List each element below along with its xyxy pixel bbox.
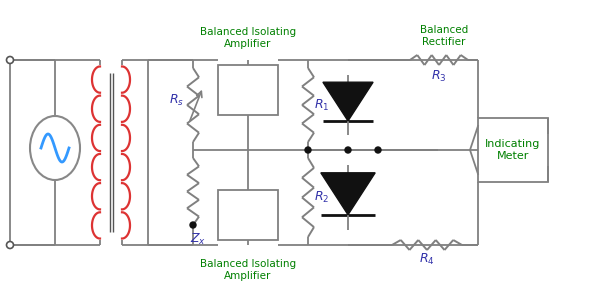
Text: $R_4$: $R_4$ bbox=[419, 251, 435, 267]
Polygon shape bbox=[323, 82, 373, 121]
Bar bbox=[218, 65, 278, 115]
Text: Balanced Isolating
Amplifier: Balanced Isolating Amplifier bbox=[200, 259, 296, 281]
Text: Balanced
Rectifier: Balanced Rectifier bbox=[420, 25, 468, 47]
Bar bbox=[218, 190, 278, 240]
Text: $R_2$: $R_2$ bbox=[314, 190, 330, 205]
Circle shape bbox=[375, 147, 381, 153]
Circle shape bbox=[7, 242, 14, 249]
Circle shape bbox=[305, 147, 311, 153]
Text: $Z_x$: $Z_x$ bbox=[190, 231, 206, 247]
Bar bbox=[478, 118, 548, 182]
Polygon shape bbox=[321, 173, 375, 215]
Text: $R_1$: $R_1$ bbox=[314, 97, 330, 112]
Text: $R_3$: $R_3$ bbox=[431, 68, 447, 83]
Text: Balanced Isolating
Amplifier: Balanced Isolating Amplifier bbox=[200, 27, 296, 49]
Text: Indicating
Meter: Indicating Meter bbox=[485, 139, 541, 161]
Circle shape bbox=[190, 222, 196, 228]
Circle shape bbox=[345, 147, 351, 153]
Text: $R_s$: $R_s$ bbox=[169, 92, 185, 107]
Circle shape bbox=[7, 57, 14, 64]
